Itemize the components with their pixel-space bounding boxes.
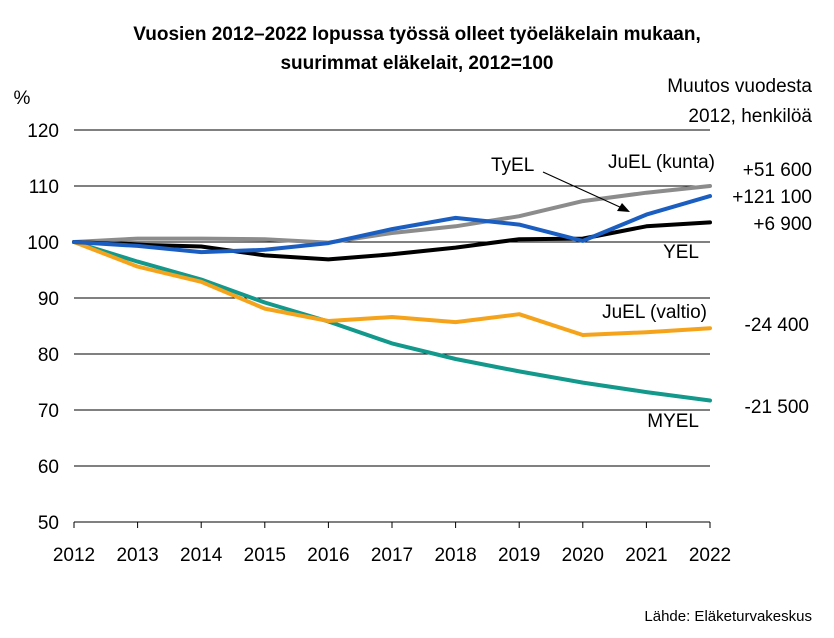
y-tick-label: 100	[27, 233, 59, 254]
y-tick-label: 120	[27, 121, 59, 142]
change-label-tyel: +121 100	[732, 187, 812, 208]
series-line-tyel	[72, 194, 712, 255]
change-label-myel: -21 500	[745, 397, 809, 418]
x-tick-label: 2018	[434, 545, 476, 566]
right-header-line-2: 2012, henkilöä	[688, 106, 812, 127]
tyel-arrow-line	[542, 171, 623, 209]
x-tick-label: 2016	[307, 545, 349, 566]
change-label-juel-valtio: -24 400	[745, 315, 809, 336]
chart-title-line-2: suurimmat eläkelait, 2012=100	[280, 53, 553, 74]
y-tick-label: 60	[38, 457, 59, 478]
y-tick-label: 50	[38, 513, 59, 534]
y-tick-label: 80	[38, 345, 59, 366]
y-axis-label: %	[14, 88, 31, 109]
x-tick-label: 2019	[498, 545, 540, 566]
x-tick-label: 2020	[562, 545, 604, 566]
x-tick-label: 2013	[116, 545, 158, 566]
x-tick-label: 2012	[53, 545, 95, 566]
annotation-juel-valtio: JuEL (valtio)	[602, 302, 707, 323]
right-header-line-1: Muutos vuodesta	[667, 76, 812, 97]
y-tick-label: 110	[29, 177, 59, 198]
y-tick-label: 90	[38, 289, 59, 310]
series-line-juel-kunta	[72, 184, 712, 245]
x-tick-label: 2021	[625, 545, 667, 566]
change-label-juel-kunta: +51 600	[743, 160, 812, 181]
chart-title-line-1: Vuosien 2012–2022 lopussa työssä olleet …	[133, 24, 700, 45]
series-line-myel	[72, 240, 712, 403]
series-line-yel	[72, 220, 712, 262]
x-tick-label: 2014	[180, 545, 223, 566]
annotation-yel: YEL	[663, 242, 699, 263]
x-tick-label: 2015	[244, 545, 286, 566]
tyel-arrow-head-icon	[617, 203, 630, 212]
x-tick-label: 2017	[371, 545, 413, 566]
change-label-yel: +6 900	[753, 214, 812, 235]
source-note: Lähde: Eläketurvakeskus	[644, 608, 812, 625]
annotation-myel: MYEL	[647, 411, 699, 432]
x-tick-label: 2022	[689, 545, 731, 566]
annotation-juel-kunta: JuEL (kunta)	[608, 152, 715, 173]
y-tick-label: 70	[38, 401, 59, 422]
annotation-tyel: TyEL	[491, 155, 534, 176]
series-line-juel-valtio	[72, 240, 712, 337]
